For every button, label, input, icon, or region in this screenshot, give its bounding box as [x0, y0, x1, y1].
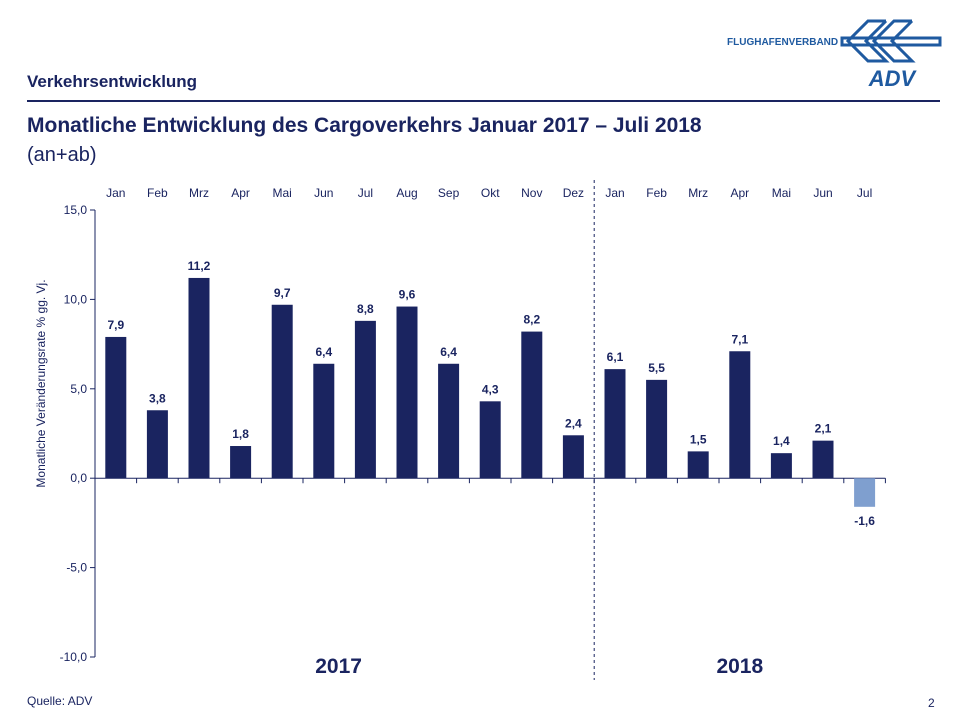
data-label: 6,4	[315, 345, 332, 359]
month-label: Jan	[605, 186, 624, 200]
data-label: 4,3	[482, 382, 499, 396]
data-label: 8,2	[523, 313, 540, 327]
month-label: Mai	[772, 186, 791, 200]
data-label: 1,4	[773, 434, 790, 448]
adv-logo: ADV	[840, 19, 942, 90]
y-tick-label: 0,0	[70, 471, 87, 485]
logo-text: FLUGHAFENVERBAND	[727, 37, 839, 48]
header-divider	[27, 100, 940, 102]
data-label: 1,8	[232, 427, 249, 441]
bar	[188, 277, 210, 479]
year-label: 2017	[315, 655, 362, 678]
month-label: Nov	[521, 186, 542, 200]
month-label: Jun	[813, 186, 832, 200]
y-tick-label: 15,0	[64, 203, 88, 217]
month-label: Mai	[273, 186, 292, 200]
month-label: Jul	[358, 186, 373, 200]
y-tick-label: -10,0	[60, 650, 88, 664]
data-label: 7,9	[107, 318, 124, 332]
bar	[562, 435, 584, 479]
data-label: 2,4	[565, 416, 582, 430]
page-number: 2	[928, 696, 935, 710]
month-label: Aug	[396, 186, 417, 200]
data-label: -1,6	[854, 514, 875, 528]
data-label: 9,7	[274, 286, 291, 300]
month-label: Jul	[857, 186, 872, 200]
y-tick-label: -5,0	[66, 561, 87, 575]
bar	[146, 410, 168, 479]
data-label: 3,8	[149, 391, 166, 405]
page-subtitle: (an+ab)	[27, 144, 97, 166]
bar	[854, 478, 876, 507]
bar	[729, 351, 751, 479]
data-label: 7,1	[731, 332, 748, 346]
bar	[646, 379, 668, 479]
data-label: 1,5	[690, 432, 707, 446]
bar	[604, 369, 626, 479]
month-label: Mrz	[189, 186, 209, 200]
month-label: Apr	[231, 186, 250, 200]
bar	[521, 331, 543, 479]
bar	[687, 451, 709, 479]
bar	[396, 306, 418, 479]
bar	[438, 363, 460, 479]
month-label: Jan	[106, 186, 125, 200]
month-label: Feb	[147, 186, 168, 200]
month-label: Mrz	[688, 186, 708, 200]
source-note: Quelle: ADV	[27, 694, 93, 708]
data-label: 11,2	[188, 259, 211, 273]
data-label: 8,8	[357, 302, 374, 316]
data-label: 2,1	[815, 422, 832, 436]
section-title: Verkehrsentwicklung	[27, 72, 198, 91]
bar	[354, 320, 376, 479]
data-label: 9,6	[399, 288, 416, 302]
svg-text:ADV: ADV	[868, 66, 918, 90]
data-label: 5,5	[648, 361, 665, 375]
page-title: Monatliche Entwicklung des Cargoverkehrs…	[27, 114, 702, 137]
bar	[271, 304, 293, 479]
month-label: Jun	[314, 186, 333, 200]
data-label: 6,4	[440, 345, 457, 359]
bar	[105, 336, 127, 479]
month-label: Okt	[481, 186, 500, 200]
month-label: Apr	[730, 186, 749, 200]
bar	[313, 363, 335, 479]
data-label: 6,1	[607, 350, 624, 364]
y-axis-label: Monatliche Veränderungsrate % gg. Vj.	[34, 279, 48, 487]
y-tick-label: 5,0	[70, 382, 87, 396]
year-label: 2018	[716, 655, 763, 678]
bar	[479, 401, 501, 479]
bar	[230, 446, 252, 479]
y-tick-label: 10,0	[64, 292, 88, 306]
bar	[770, 453, 792, 479]
bar	[812, 440, 834, 479]
month-label: Dez	[563, 186, 584, 200]
month-label: Sep	[438, 186, 460, 200]
month-label: Feb	[646, 186, 667, 200]
